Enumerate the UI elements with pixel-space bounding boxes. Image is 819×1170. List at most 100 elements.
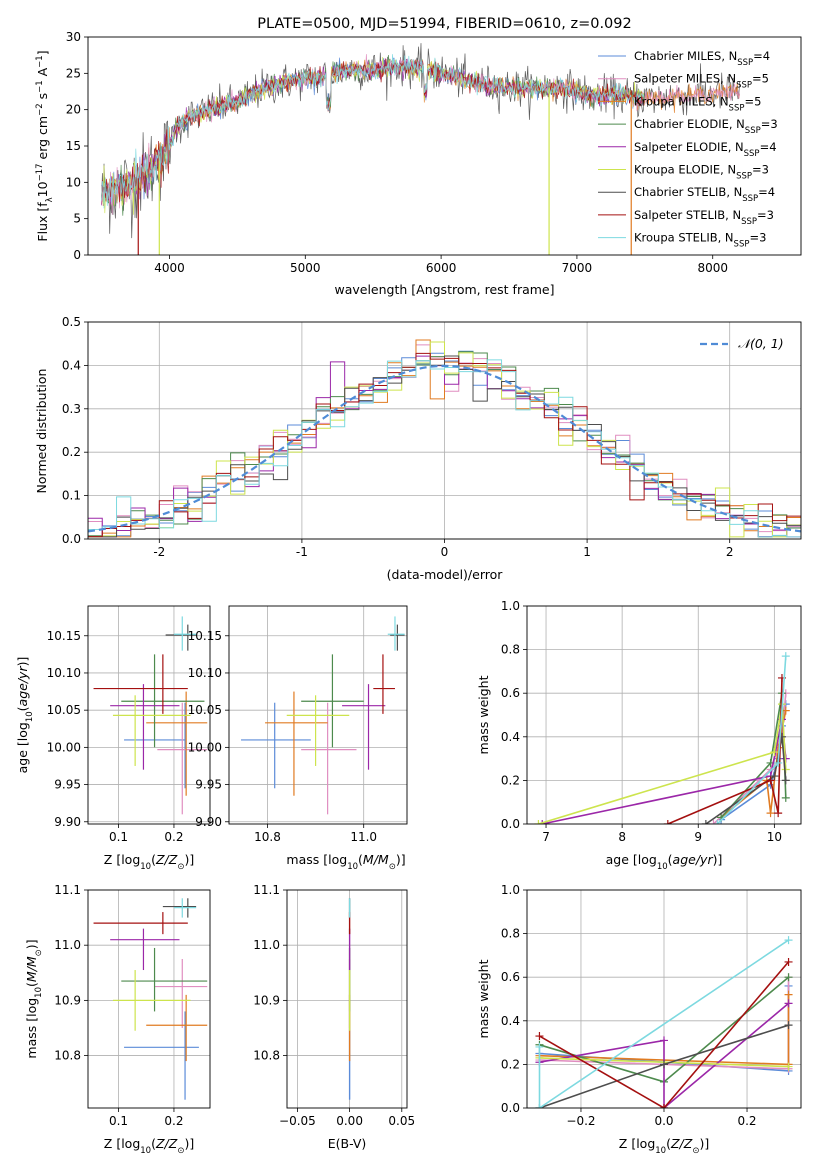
x-tick-label: -2 <box>153 545 165 559</box>
x-tick-label: 9 <box>694 830 702 844</box>
y-tick-label: 10.8 <box>253 1049 280 1063</box>
spectrum-line-salpeter_stelib <box>101 58 645 203</box>
Z-age-xlabel: Z [log10(Z/Z⊙)] <box>104 852 194 872</box>
age_vs_weight-axes: 7 8 9 10 0.0 0.2 0.4 0.6 0.8 1.0 <box>501 599 801 844</box>
x-tick-label: 0.2 <box>164 1114 183 1128</box>
y-tick-label: 0.2 <box>501 773 520 787</box>
histogram-frame <box>87 321 802 540</box>
y-tick-label: 9.90 <box>195 815 222 829</box>
legend-label-salpeter_elodie: Salpeter ELODIE, NSSP=4 <box>634 140 777 159</box>
Z-mass-ylabel: mass [log10(M/M⊙)] <box>24 939 44 1058</box>
y-tick-label: 10.15 <box>188 629 222 643</box>
spectrum-line-kroupa_stelib <box>101 54 645 209</box>
weight-line-salpeter_stelib <box>667 677 783 824</box>
legend-label-chabrier_stelib: Chabrier STELIB, NSSP=4 <box>634 185 775 204</box>
weight-marker-chabrier_stelib <box>781 776 790 785</box>
x-tick-label: 6000 <box>426 261 457 275</box>
y-tick-label: 0.2 <box>62 445 81 459</box>
y-tick-label: 10.8 <box>54 1049 81 1063</box>
legend-label-chabrier_elodie: Chabrier ELODIE, NSSP=3 <box>634 117 778 136</box>
y-tick-label: 10.00 <box>188 740 222 754</box>
x-tick-label: 10.8 <box>254 830 281 844</box>
histogram-legend: 𝒩(0, 1) <box>700 336 784 351</box>
spectrum-frame <box>87 36 802 256</box>
x-tick-label: 8000 <box>697 261 728 275</box>
histogram-kroupa_stelib <box>88 359 801 538</box>
legend-label-salpeter_miles: Salpeter MILES, NSSP=5 <box>634 72 769 91</box>
x-tick-label: 0.2 <box>737 1114 756 1128</box>
y-tick-label: 11.1 <box>54 883 81 897</box>
weight-marker-salpeter_stelib <box>535 1032 544 1041</box>
y-tick-label: 5 <box>73 212 81 226</box>
weight-marker-salpeter_miles <box>709 820 718 824</box>
Z_vs_mass-points <box>93 898 208 1100</box>
histogram-xlabel: (data-model)/error <box>387 567 504 582</box>
y-tick-label: 0.4 <box>62 358 81 372</box>
Z_vs_age-frame <box>87 605 211 825</box>
weight-marker-chabrier_stelib <box>770 772 779 781</box>
age-weight-xlabel: age [log10(age/yr)] <box>606 852 723 872</box>
Z_vs_weight-frame <box>526 889 802 1109</box>
weight-marker-salpeter_stelib <box>663 820 672 824</box>
Z-mass-xlabel: Z [log10(Z/Z⊙)] <box>104 1136 194 1156</box>
y-tick-label: 0.6 <box>501 970 520 984</box>
normal-curve <box>88 364 801 533</box>
y-tick-label: 0.2 <box>501 1057 520 1071</box>
y-tick-label: 0.0 <box>62 532 81 546</box>
mass-age-xlabel: mass [log10(M/M⊙)] <box>286 852 405 872</box>
y-tick-label: 10 <box>66 175 81 189</box>
spectrum-ylabel: Flux [fλ10−17 erg cm−2 s−1 A−1] <box>35 50 55 241</box>
legend-label-kroupa_stelib: Kroupa STELIB, NSSP=3 <box>634 231 766 250</box>
legend-label-kroupa_miles: Kroupa MILES, NSSP=5 <box>634 94 761 113</box>
x-tick-label: −0.2 <box>566 1114 595 1128</box>
legend-label-normal: 𝒩(0, 1) <box>738 336 784 351</box>
weight-marker-chabrier_stelib <box>701 820 710 824</box>
x-tick-label: 0.2 <box>164 830 183 844</box>
ebv-xlabel: E(B-V) <box>328 1136 367 1151</box>
y-tick-label: 10.15 <box>47 629 81 643</box>
weight-line-kroupa_elodie <box>538 703 787 824</box>
x-tick-label: 4000 <box>154 261 185 275</box>
histogram-ylabel: Normed distribution <box>34 369 49 494</box>
x-tick-label: 0.00 <box>336 1114 363 1128</box>
y-tick-label: 0.0 <box>501 817 520 831</box>
ebv_vs_mass-axes: −0.05 0.00 0.05 10.8 10.9 11.0 11.1 <box>253 883 415 1128</box>
weight-line-salpeter_elodie <box>542 719 787 824</box>
legend-label-kroupa_elodie: Kroupa ELODIE, NSSP=3 <box>634 163 769 182</box>
y-tick-label: 0.0 <box>501 1101 520 1115</box>
x-tick-label: -1 <box>296 545 308 559</box>
age-weight-ylabel: mass weight <box>476 675 491 754</box>
histogram-chabrier_stelib <box>88 355 801 538</box>
y-tick-label: 0.5 <box>62 315 81 329</box>
x-tick-label: 0.1 <box>109 830 128 844</box>
spectrum-line-chabrier_miles <box>101 57 645 204</box>
weight-marker-chabrier_stelib <box>784 1021 793 1030</box>
y-tick-label: 25 <box>66 66 81 80</box>
Z_vs_mass-frame <box>87 889 211 1109</box>
y-tick-label: 0.4 <box>501 730 520 744</box>
weight-line-kroupa_stelib <box>538 939 789 1108</box>
mass_vs_age-frame <box>228 605 408 825</box>
y-tick-label: 11.0 <box>253 938 280 952</box>
y-tick-label: 15 <box>66 139 81 153</box>
spectrum-title: PLATE=0500, MJD=51994, FIBERID=0610, z=0… <box>257 16 631 32</box>
weight-marker-kroupa_stelib <box>781 652 790 661</box>
y-tick-label: 10.10 <box>188 666 222 680</box>
weight-marker-kroupa_miles <box>766 809 775 818</box>
spectrum-line-salpeter_elodie <box>101 58 645 206</box>
weight-marker-kroupa_elodie <box>784 1062 793 1071</box>
y-tick-label: 10.00 <box>47 740 81 754</box>
y-tick-label: 10.9 <box>253 993 280 1007</box>
weight-marker-kroupa_elodie <box>770 748 779 757</box>
y-tick-label: 0.8 <box>501 643 520 657</box>
Z-weight-xlabel: Z [log10(Z/Z⊙)] <box>619 1136 709 1156</box>
x-tick-label: 8 <box>618 830 626 844</box>
x-tick-label: 7000 <box>562 261 593 275</box>
x-tick-label: 7 <box>542 830 550 844</box>
legend-label-salpeter_stelib: Salpeter STELIB, NSSP=3 <box>634 208 774 227</box>
x-tick-label: 0 <box>441 545 449 559</box>
x-tick-label: 1 <box>583 545 591 559</box>
weight-marker-salpeter_elodie <box>660 1036 668 1045</box>
weight-marker-salpeter_elodie <box>538 820 547 824</box>
